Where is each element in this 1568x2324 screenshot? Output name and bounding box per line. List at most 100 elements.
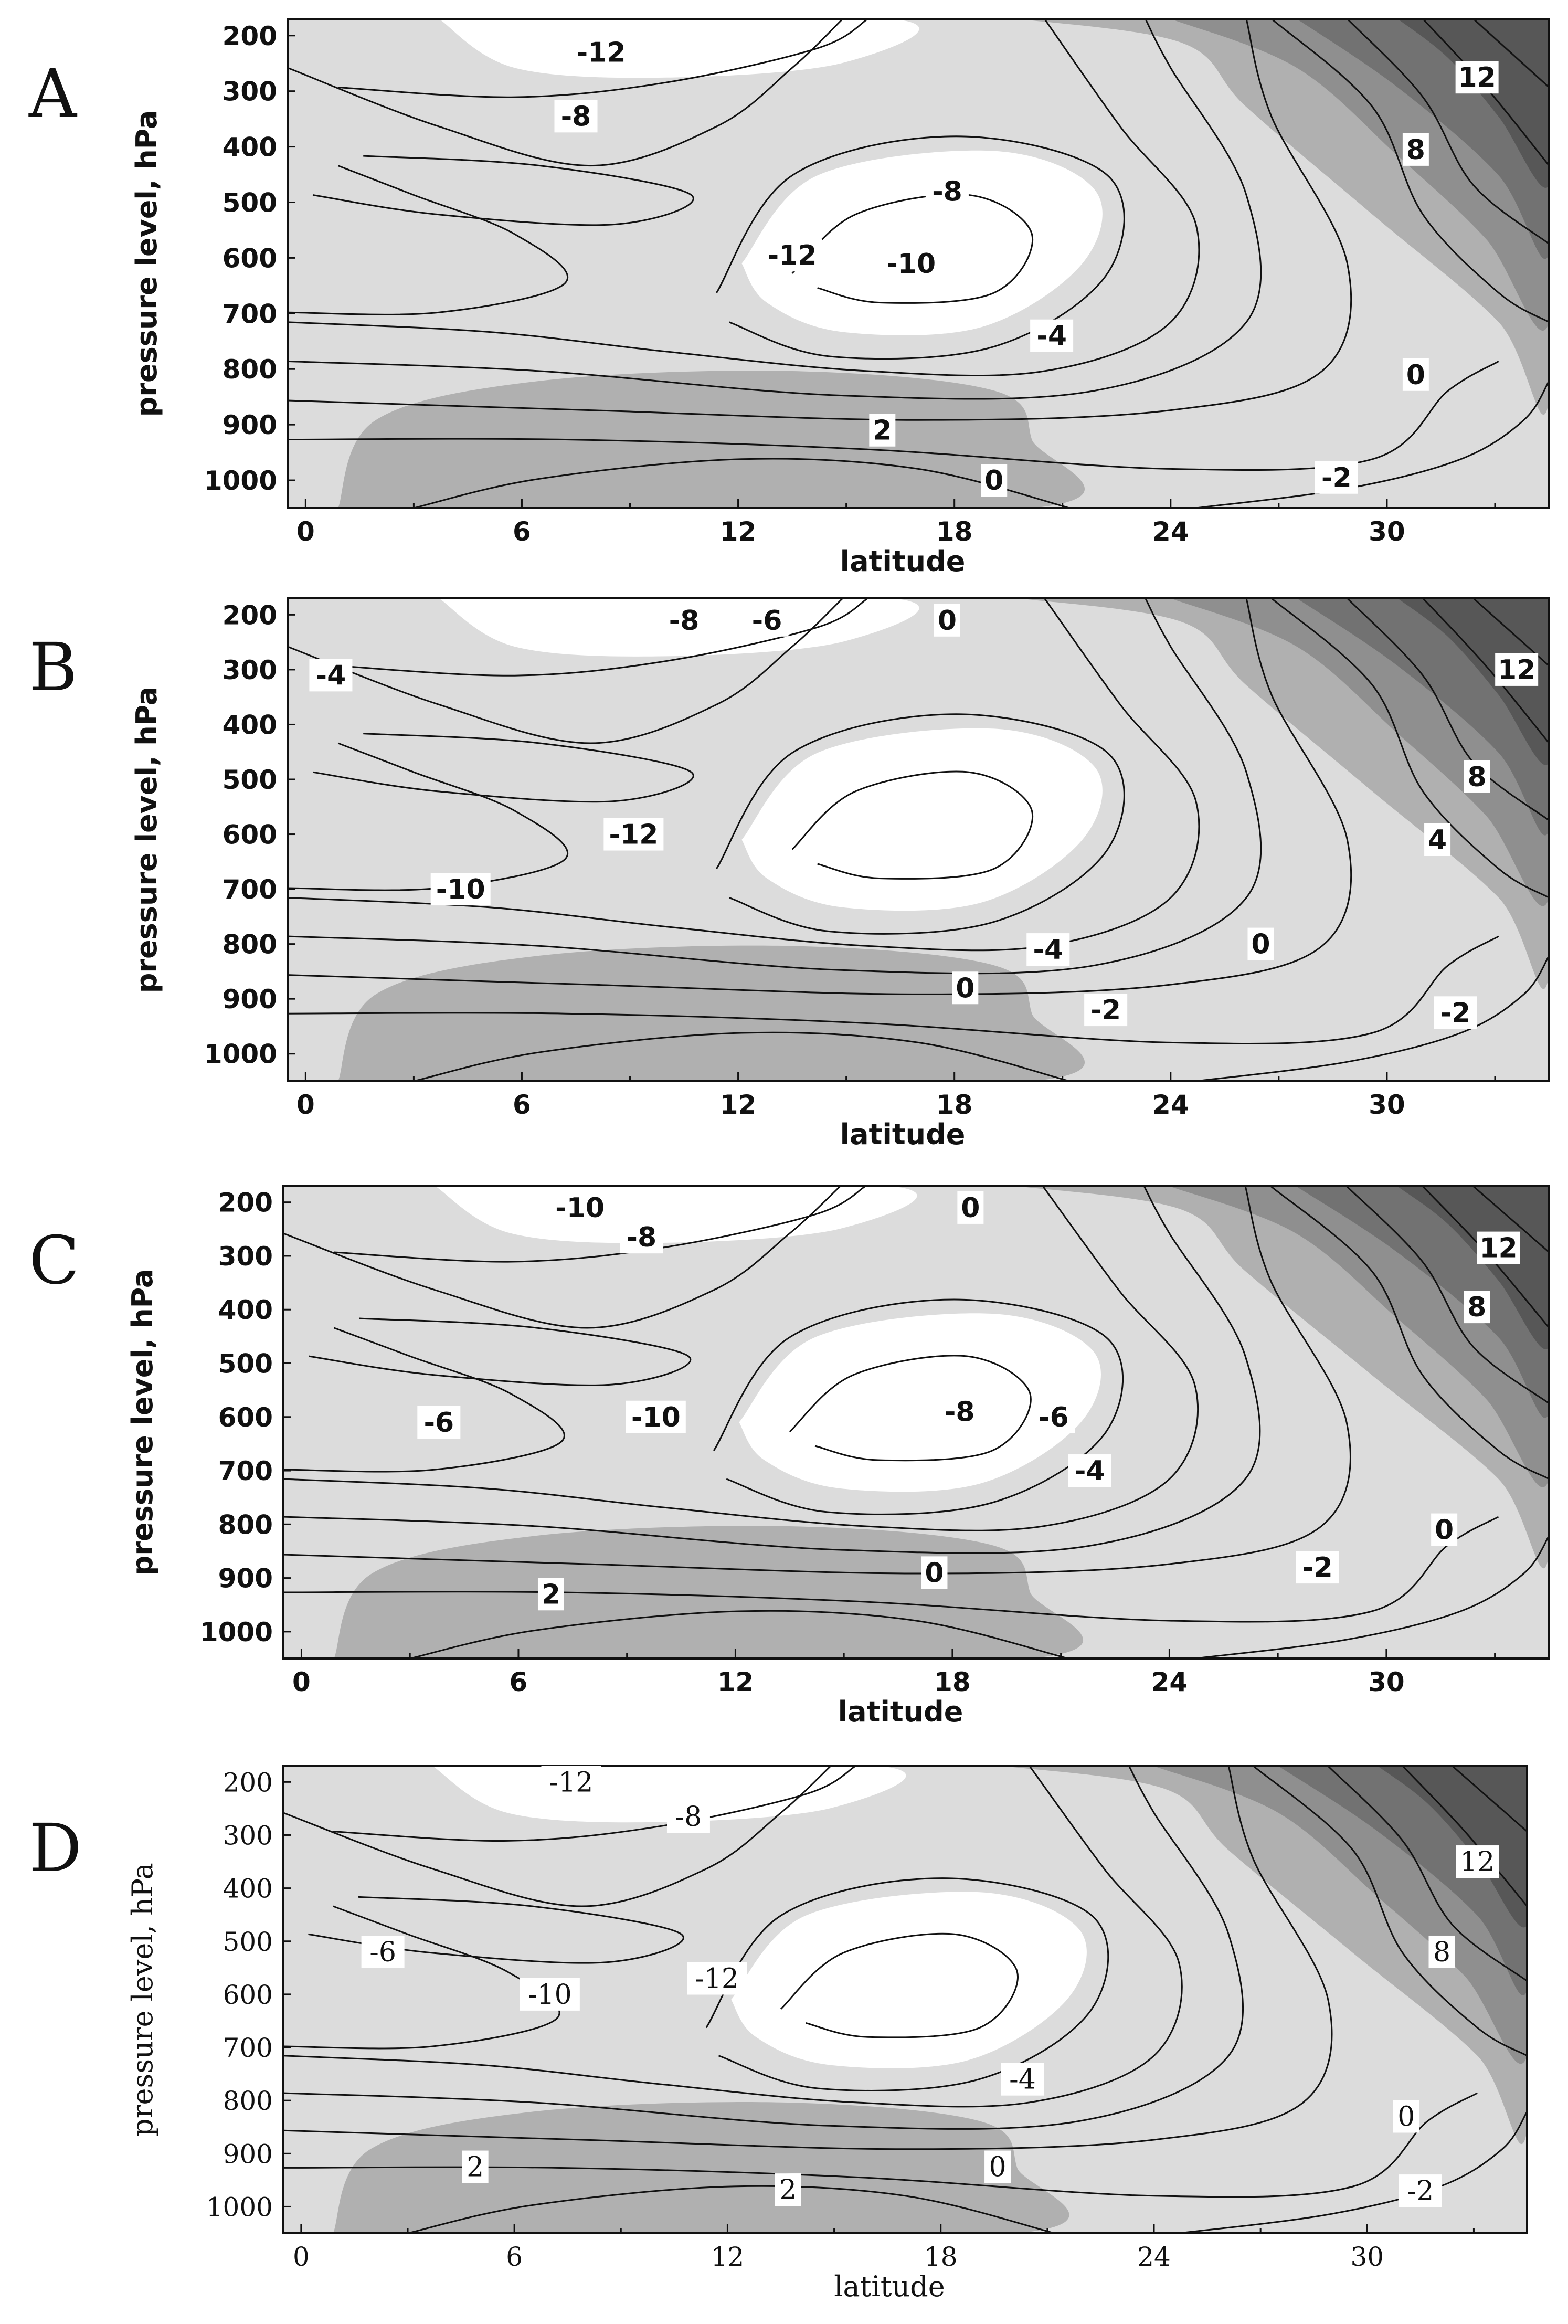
contour-label-bg (626, 1400, 686, 1433)
contour-label: -2 (1090, 995, 1121, 1026)
shaded-band-5 (338, 371, 1085, 508)
contour-label: -2 (1407, 2175, 1434, 2207)
plot-area (288, 598, 1549, 1081)
contour-label-bg (1001, 2063, 1044, 2096)
y-tick-label: 700 (218, 1456, 273, 1486)
contour-line-3 (705, 1877, 1109, 2091)
y-tick-label: 800 (223, 2086, 273, 2116)
contour-line-4 (283, 1766, 1183, 2108)
contour-label: -8 (561, 101, 591, 132)
contour-label: 0 (925, 1557, 944, 1589)
contour-line-8 (409, 1610, 1068, 1659)
contour-label-bg (1068, 1454, 1111, 1487)
contour-label: -2 (1302, 1552, 1333, 1583)
x-tick-label: 24 (1151, 1667, 1188, 1697)
y-tick-label: 500 (223, 188, 277, 218)
plot-area (283, 1186, 1549, 1659)
contour-line-12 (1422, 598, 1549, 744)
contour-label-bg (921, 1556, 948, 1589)
contour-label-bg (745, 604, 789, 637)
y-tick-label: 200 (218, 1188, 273, 1218)
contour-line-11 (1347, 19, 1549, 245)
y-tick-label: 900 (223, 410, 277, 440)
contour-label: -8 (932, 176, 962, 207)
contour-label-bg (1402, 358, 1429, 391)
contour-label: -4 (1009, 2064, 1036, 2096)
contour-label-bg (1084, 994, 1128, 1027)
x-tick-label: 24 (1137, 2242, 1171, 2272)
contour-label-bg (1402, 133, 1429, 166)
shaded-band-6 (739, 1313, 1101, 1492)
contour-line-11 (1346, 1186, 1549, 1404)
contour-line-3 (716, 713, 1125, 935)
y-axis-title: pressure level, hPa (126, 1269, 159, 1576)
shaded-band-6 (741, 728, 1103, 911)
contour-line-9 (1195, 955, 1549, 1081)
contour-label-bg (1424, 823, 1451, 856)
contour-label-bg (361, 1935, 405, 1968)
contour-line-3 (716, 135, 1125, 360)
y-tick-label: 900 (223, 2139, 273, 2169)
contour-label-bg (550, 1191, 610, 1224)
x-tick-label: 0 (292, 1667, 311, 1697)
shaded-band-5 (334, 1526, 1083, 1659)
contour-label: -10 (631, 1402, 681, 1433)
contour-label-bg (537, 1578, 564, 1611)
contour-line-4 (283, 1186, 1199, 1531)
shaded-band-7 (439, 19, 919, 78)
x-tick-label: 12 (720, 1090, 757, 1120)
y-tick-label: 400 (223, 1874, 273, 1904)
contour-label-bg (666, 1800, 710, 1833)
contour-label-bg (984, 2150, 1011, 2183)
contour-line-8 (414, 458, 1070, 508)
contour-line-5 (283, 1766, 1244, 2130)
contour-label-bg (1495, 653, 1539, 686)
contour-line-10 (1271, 19, 1549, 323)
y-tick-label: 300 (223, 1820, 273, 1851)
contour-label-bg (309, 659, 353, 692)
contour-line-0 (338, 19, 868, 98)
contour-line-5 (288, 19, 1262, 400)
plot-frame (282, 1765, 1528, 2234)
contour-line-14 (288, 165, 569, 315)
contour-line-1 (288, 598, 843, 744)
contour-line-11 (1327, 1766, 1527, 1982)
contour-line-5 (288, 598, 1262, 975)
contour-label: 12 (1479, 1233, 1517, 1264)
y-tick-label: 300 (223, 77, 277, 107)
contour-label-bg (430, 873, 491, 906)
contour-label: 8 (1406, 134, 1425, 166)
shaded-band-4 (1397, 598, 1549, 765)
y-tick-label: 700 (223, 2033, 273, 2063)
contour-label: -6 (1039, 1402, 1069, 1433)
contour-label: 0 (984, 465, 1003, 497)
contour-label-bg (938, 1395, 981, 1428)
contour-line-13 (1472, 598, 1549, 667)
x-axis-title: latitude (834, 2270, 945, 2303)
x-tick-label: 12 (720, 516, 757, 547)
contour-label: -6 (369, 1937, 396, 1968)
y-tick-label: 800 (218, 1509, 273, 1540)
contour-line-4 (288, 19, 1200, 377)
x-tick-label: 6 (513, 516, 531, 547)
contour-line-3 (713, 1298, 1124, 1515)
contour-label-bg (934, 604, 960, 637)
contour-label-bg (957, 1191, 984, 1224)
y-tick-label: 800 (223, 354, 277, 385)
contour-label: 2 (873, 415, 892, 447)
plot-area (283, 1766, 1527, 2233)
y-tick-label: 400 (223, 132, 277, 163)
contour-label-bg (952, 971, 979, 1005)
x-tick-label: 12 (717, 1667, 754, 1697)
contour-line-9 (1195, 380, 1549, 508)
x-tick-label: 6 (510, 1667, 528, 1697)
panel-C: -10-80-6 -10 -8 -6-40-202812200300400500600… (29, 1185, 1550, 1728)
contour-label: 8 (1433, 1937, 1450, 1968)
y-axis-title: pressure level, hPa (130, 110, 163, 417)
contour-label-bg (1399, 2174, 1442, 2207)
contour-label: 0 (1397, 2101, 1415, 2133)
contour-line-10 (1270, 1186, 1549, 1480)
contour-label: -4 (1075, 1455, 1105, 1487)
contour-label-bg (554, 100, 598, 133)
contour-line-2 (791, 193, 1034, 304)
